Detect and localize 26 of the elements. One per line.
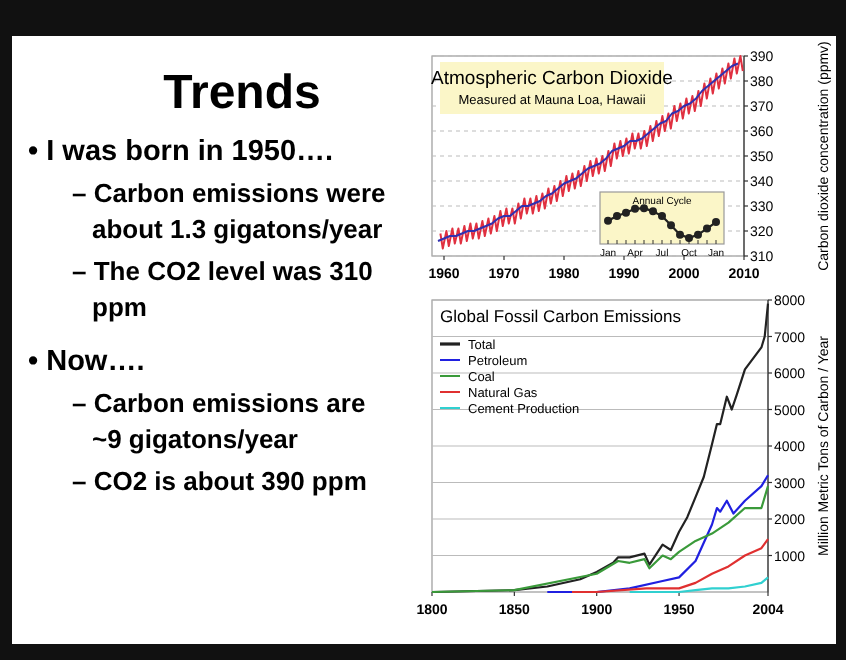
line-series — [628, 576, 770, 594]
text: • I was born in 1950…. — [28, 136, 334, 168]
text: – CO2 is about 390 ppm — [72, 466, 367, 496]
point — [640, 204, 648, 213]
point — [613, 212, 621, 221]
line-series — [570, 537, 770, 594]
point — [685, 233, 693, 242]
point — [667, 221, 675, 230]
text: Atmospheric Carbon Dioxide — [431, 68, 673, 90]
line-series — [546, 474, 770, 594]
text: • Now…. — [28, 346, 145, 378]
point — [622, 208, 630, 217]
text: – Carbon emissions were about 1.3 gigatons/year — [72, 178, 386, 244]
chart-title: Global Fossil Carbon Emissions — [440, 306, 681, 326]
point — [658, 212, 666, 221]
point — [694, 230, 702, 239]
line-series — [430, 485, 770, 594]
point — [604, 216, 612, 225]
text: – Carbon emissions are ~9 gigatons/year — [72, 388, 366, 454]
point — [703, 224, 711, 233]
point — [712, 218, 720, 227]
point — [676, 230, 684, 239]
point — [649, 207, 657, 216]
text: – The CO2 level was 310 ppm — [72, 256, 373, 322]
text: Trends — [163, 66, 321, 120]
point — [631, 204, 639, 213]
